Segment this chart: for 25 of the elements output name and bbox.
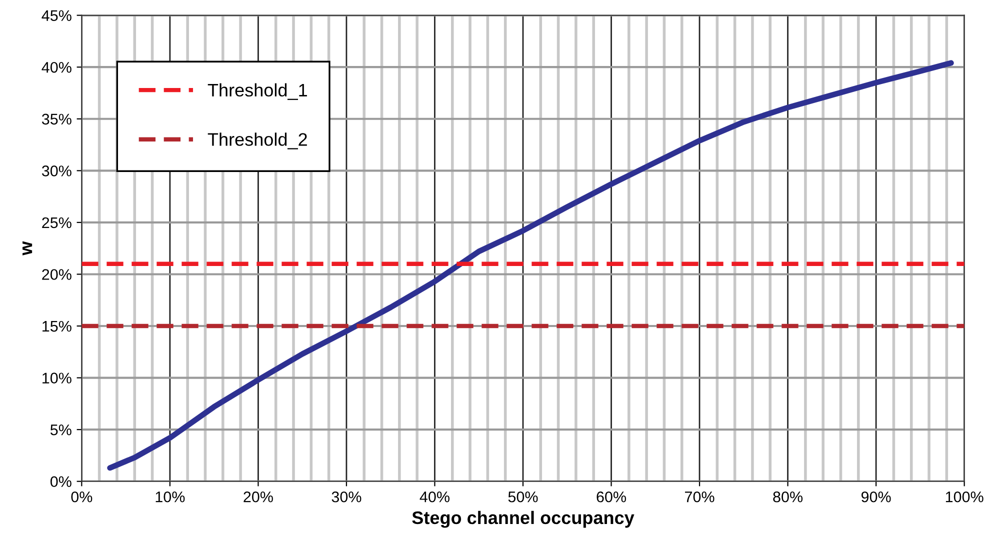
x-tick-label: 10% <box>156 491 185 502</box>
y-tick-label: 5% <box>50 424 72 436</box>
x-tick-label: 30% <box>332 491 362 502</box>
x-tick-label: 40% <box>420 491 450 502</box>
x-tick-label: 70% <box>685 491 714 502</box>
y-tick-label: 30% <box>42 166 72 176</box>
y-tick-label: 40% <box>42 62 72 73</box>
x-tick-label: 60% <box>596 491 626 502</box>
legend-label: Threshold_1 <box>208 83 307 100</box>
y-tick-label: 25% <box>42 217 72 228</box>
x-tick-label: 100% <box>946 491 984 502</box>
y-tick-label: 10% <box>42 372 72 384</box>
y-tick-label: 20% <box>42 269 72 280</box>
x-tick-label: 0% <box>71 491 92 502</box>
x-tick-label: 80% <box>773 491 803 502</box>
y-axis-title: w <box>22 241 32 256</box>
x-tick-label: 20% <box>244 491 273 502</box>
y-tick-label: 45% <box>42 10 72 21</box>
x-tick-label: 50% <box>508 491 538 502</box>
y-tick-label: 15% <box>42 320 72 332</box>
x-axis-title: Stego channel occupancy <box>412 510 634 528</box>
legend-label: Threshold_2 <box>208 132 307 150</box>
y-tick-label: 0% <box>50 476 72 488</box>
y-tick-label: 35% <box>42 114 72 125</box>
x-tick-label: 90% <box>861 491 891 502</box>
